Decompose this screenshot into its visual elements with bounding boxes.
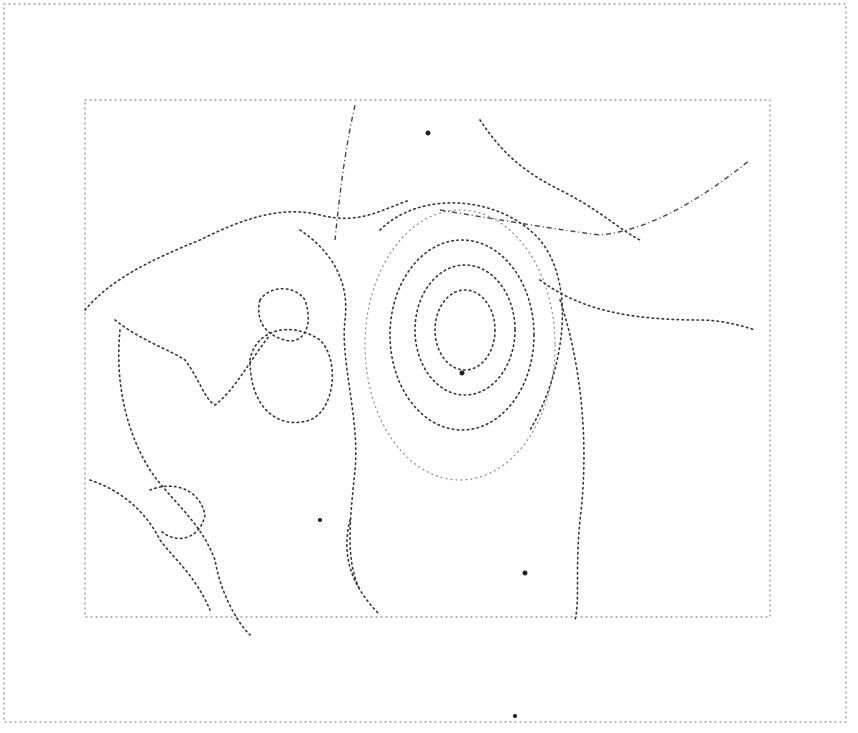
station (426, 131, 431, 136)
page (0, 0, 858, 733)
weather-map (0, 0, 858, 733)
station (523, 571, 528, 576)
station (460, 371, 465, 376)
background (0, 0, 858, 733)
station (318, 518, 322, 522)
station (513, 714, 517, 718)
